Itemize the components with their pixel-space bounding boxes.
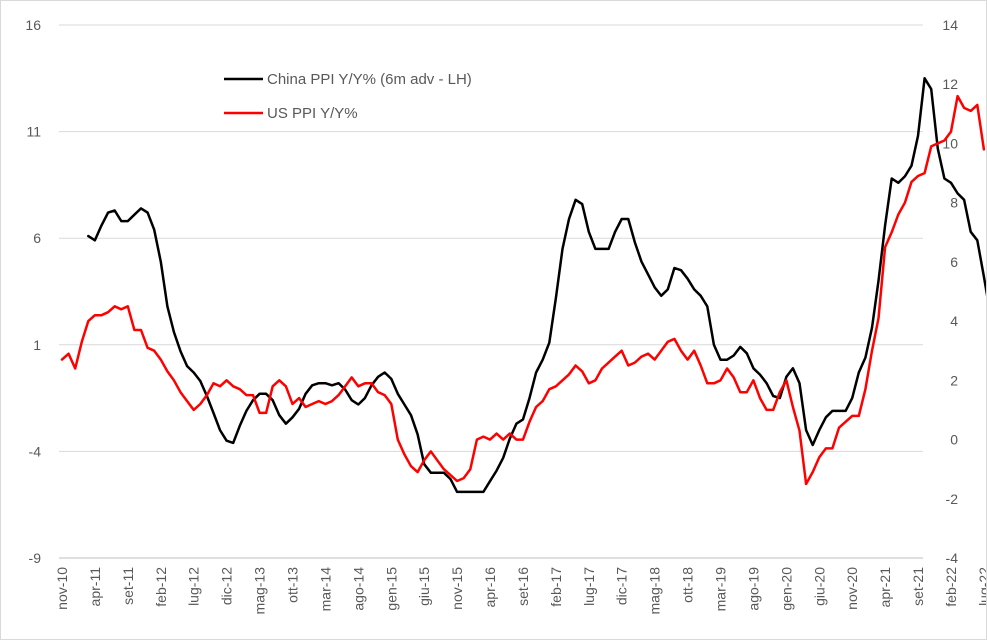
x-tick-label: lug-22	[976, 567, 986, 606]
x-tick-label: apr-16	[482, 567, 498, 608]
series-line-china-ppi	[87, 77, 986, 494]
left-tick-label: 6	[33, 230, 41, 246]
x-axis-ticks: nov-10 apr-11 set-11 feb-12 lug-12 dic-12 mag-…	[54, 567, 986, 615]
right-tick-label: 10	[942, 135, 958, 151]
x-tick-label: feb-12	[153, 567, 169, 607]
legend-label-china: China PPI Y/Y% (6m adv - LH)	[267, 71, 472, 88]
x-tick-label: ago-14	[350, 567, 366, 611]
x-tick-label: nov-10	[54, 567, 70, 610]
right-tick-label: 0	[950, 432, 958, 448]
x-tick-label: nov-20	[844, 567, 860, 610]
right-tick-label: 4	[950, 313, 958, 329]
x-tick-label: lug-12	[186, 567, 202, 606]
left-tick-label: -9	[29, 550, 42, 566]
legend: China PPI Y/Y% (6m adv - LH) US PPI Y/Y%	[224, 71, 472, 122]
legend-label-us: US PPI Y/Y%	[267, 105, 358, 122]
left-tick-label: 1	[33, 337, 41, 353]
x-tick-label: mar-19	[713, 567, 729, 612]
x-tick-label: set-16	[515, 567, 531, 606]
x-tick-label: lug-17	[581, 567, 597, 606]
x-tick-label: apr-21	[877, 567, 893, 608]
x-tick-label: nov-15	[449, 567, 465, 610]
x-tick-label: apr-11	[87, 567, 103, 607]
right-tick-label: -4	[946, 550, 959, 566]
x-tick-label: dic-12	[219, 567, 235, 605]
x-tick-label: feb-22	[943, 567, 959, 607]
series-line-us-ppi	[60, 94, 986, 486]
right-tick-label: 8	[950, 195, 958, 211]
x-tick-label: giu-20	[811, 567, 827, 606]
x-tick-label: mar-14	[317, 567, 333, 612]
right-tick-label: 6	[950, 254, 958, 270]
left-axis-ticks: 16 11 6 1 -4 -9	[25, 17, 41, 566]
right-axis-ticks: 14 12 10 8 6 4 2 0 -2 -4	[942, 17, 958, 566]
x-tick-label: ott-18	[680, 567, 696, 603]
x-tick-label: mag-13	[252, 567, 268, 615]
x-tick-label: ago-19	[745, 567, 761, 611]
left-tick-label: 11	[26, 124, 41, 140]
x-tick-label: set-11	[120, 567, 136, 605]
series-lines	[60, 77, 986, 494]
x-tick-label: gen-20	[778, 567, 794, 611]
right-tick-label: -2	[946, 491, 959, 507]
x-tick-label: dic-17	[614, 567, 630, 605]
x-tick-label: gen-15	[383, 567, 399, 611]
x-tick-label: feb-17	[548, 567, 564, 607]
gridlines	[59, 24, 923, 559]
left-tick-label: -4	[29, 443, 42, 459]
right-tick-label: 14	[942, 17, 958, 33]
x-tick-label: giu-15	[416, 567, 432, 606]
x-tick-label: mag-18	[647, 567, 663, 615]
left-tick-label: 16	[25, 17, 41, 33]
x-tick-label: set-21	[910, 567, 926, 606]
right-tick-label: 12	[942, 76, 958, 92]
right-tick-label: 2	[950, 372, 958, 388]
x-tick-label: ott-13	[284, 567, 300, 603]
